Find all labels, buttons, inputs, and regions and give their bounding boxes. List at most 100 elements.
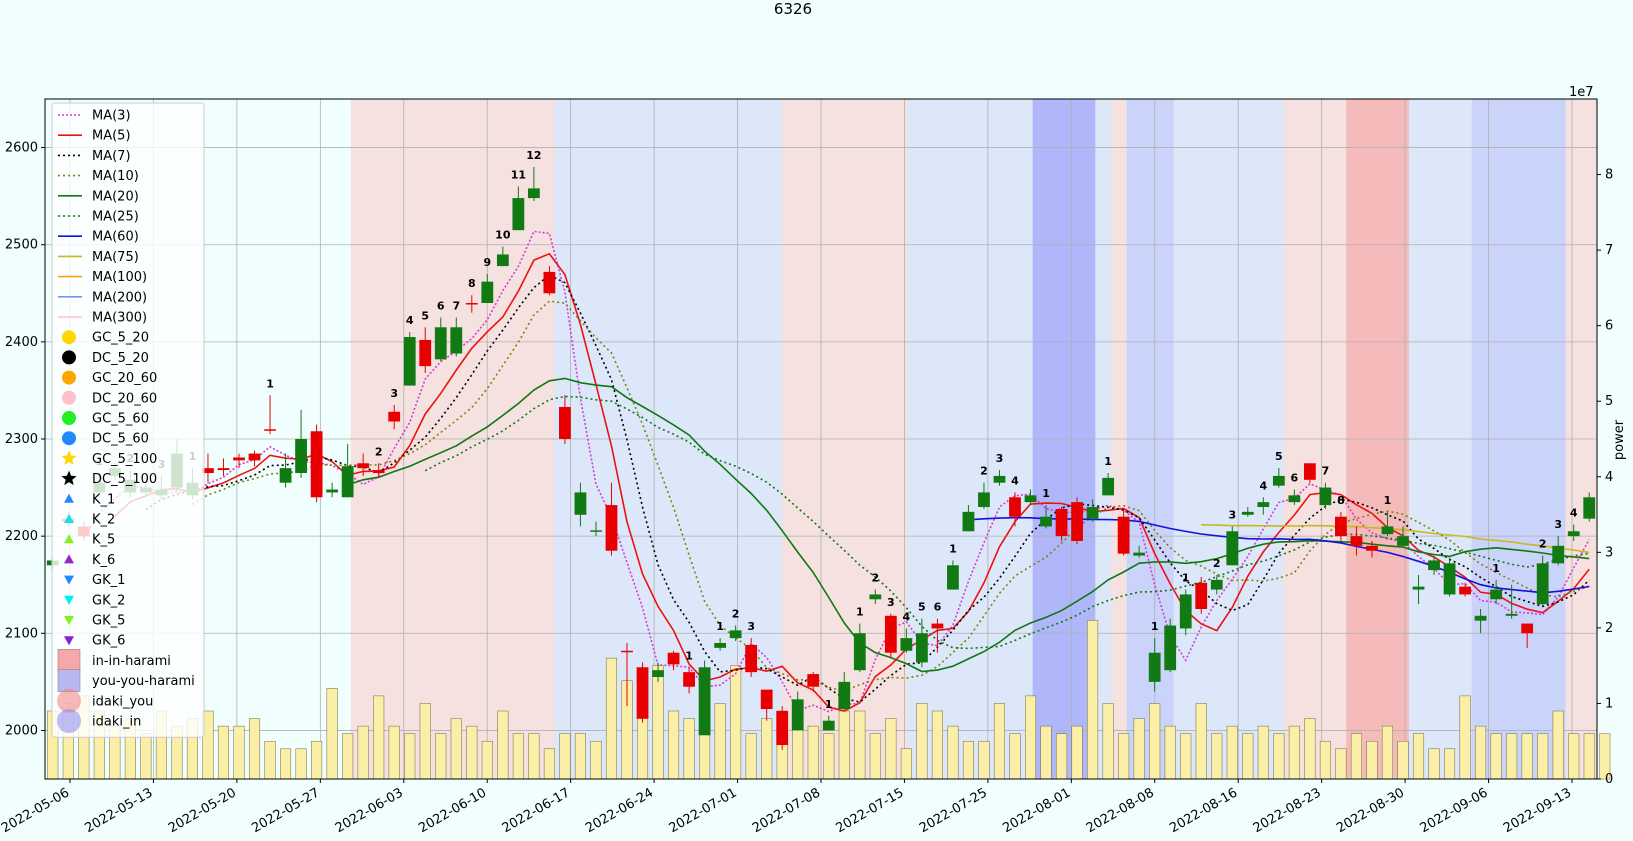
candle-body xyxy=(527,188,540,199)
candle-body xyxy=(1412,586,1425,590)
x-tick-label: 2022-08-30 xyxy=(1334,785,1407,836)
count-label: 1 xyxy=(856,606,864,619)
y-tick-label: 2200 xyxy=(5,529,38,544)
volume-bar xyxy=(823,733,835,780)
volume-bar xyxy=(1009,733,1021,780)
legend-label: GC_5_100 xyxy=(92,452,157,467)
volume-bar xyxy=(1350,733,1362,780)
candle-body xyxy=(1195,582,1208,609)
volume-bar xyxy=(652,665,664,780)
volume-bar xyxy=(1335,748,1347,780)
candle-body xyxy=(853,633,866,671)
candle-body xyxy=(1040,516,1052,527)
candle-body xyxy=(559,406,571,439)
volume-bar xyxy=(714,703,726,780)
legend-swatch xyxy=(62,330,76,345)
volume-bar xyxy=(388,725,400,780)
candle-body xyxy=(1133,552,1146,556)
candle-body xyxy=(1335,516,1347,537)
volume-bar xyxy=(1180,733,1192,780)
candle-body xyxy=(481,281,494,303)
volume-bar xyxy=(1428,748,1440,780)
candle-body xyxy=(202,468,214,473)
candle-body xyxy=(1567,531,1580,537)
x-tick-label: 2022-06-24 xyxy=(583,785,656,836)
y-tick-label: 2100 xyxy=(5,626,38,641)
legend-label: DC_5_20 xyxy=(92,351,149,366)
volume-bar xyxy=(543,748,555,780)
volume-bar xyxy=(1024,695,1037,780)
volume-bar xyxy=(668,710,680,780)
candle-body xyxy=(357,463,370,469)
volume-bar xyxy=(1319,740,1331,780)
volume-bar xyxy=(745,733,757,780)
candle-body xyxy=(1024,495,1037,503)
candle-body xyxy=(1381,526,1394,535)
volume-bar xyxy=(1087,620,1099,780)
candle-body xyxy=(1241,511,1254,515)
x-tick-label: 2022-06-10 xyxy=(416,785,489,836)
count-label: 4 xyxy=(903,610,911,623)
volume-bar xyxy=(512,733,524,780)
count-label: 9 xyxy=(483,256,491,269)
count-label: 5 xyxy=(918,601,926,614)
candle-body xyxy=(434,327,447,360)
count-label: 3 xyxy=(1228,508,1236,521)
ma-line xyxy=(424,395,1590,650)
ma-line xyxy=(191,300,1590,692)
volume-bar xyxy=(1071,725,1083,780)
candle-body xyxy=(419,339,432,367)
candle-body xyxy=(1288,495,1301,503)
candle-body xyxy=(217,468,230,471)
y2-tick-label: 6 xyxy=(1605,319,1613,334)
legend-label: GC_5_60 xyxy=(92,412,149,427)
legend-swatch xyxy=(64,595,74,605)
candle-body xyxy=(869,594,882,600)
volume-bar xyxy=(1257,725,1269,780)
count-label: 1 xyxy=(1104,455,1112,468)
volume-bar xyxy=(1506,733,1518,780)
legend-label: DC_5_100 xyxy=(92,472,157,487)
volume-bar xyxy=(1397,740,1409,780)
volume-bar xyxy=(342,733,354,780)
x-tick-label: 2022-07-08 xyxy=(750,785,823,836)
legend-swatch xyxy=(64,575,74,585)
candle-body xyxy=(636,667,649,719)
candle-body xyxy=(1086,507,1099,519)
count-label: 7 xyxy=(452,300,460,313)
volume-bar xyxy=(854,710,866,780)
volume-bar xyxy=(1459,695,1471,780)
volume-bar xyxy=(1412,733,1425,780)
candle-body xyxy=(900,638,913,651)
volume-bar xyxy=(1381,725,1394,780)
candle-body xyxy=(667,652,680,665)
legend-label: MA(60) xyxy=(92,230,139,245)
candle-body xyxy=(729,630,742,639)
count-label: 11 xyxy=(511,168,526,181)
candle-body xyxy=(1443,563,1456,595)
candle-body xyxy=(1055,508,1068,537)
legend-label: MA(100) xyxy=(92,270,147,285)
volume-bar xyxy=(1195,703,1207,780)
count-label: 1 xyxy=(1384,494,1392,507)
volume-bar xyxy=(1242,733,1254,780)
volume-bar xyxy=(357,725,369,780)
volume-bar xyxy=(326,688,338,780)
volume-bar xyxy=(869,733,881,780)
legend-swatch xyxy=(64,514,74,523)
candle-body xyxy=(807,674,820,687)
candle-body xyxy=(1117,516,1130,554)
candle-body xyxy=(993,475,1006,483)
candle-body xyxy=(745,644,758,673)
candle-body xyxy=(1257,502,1270,507)
volume-bar xyxy=(295,748,307,780)
candle-body xyxy=(1366,545,1378,551)
x-tick-label: 2022-08-23 xyxy=(1251,785,1324,836)
candle-body xyxy=(1148,652,1161,682)
count-label: 1 xyxy=(1182,572,1190,585)
count-label: 1 xyxy=(1151,620,1159,633)
candle-body xyxy=(915,633,928,663)
legend-swatch xyxy=(64,554,74,564)
volume-bar xyxy=(978,740,990,780)
candle-body xyxy=(884,615,897,653)
